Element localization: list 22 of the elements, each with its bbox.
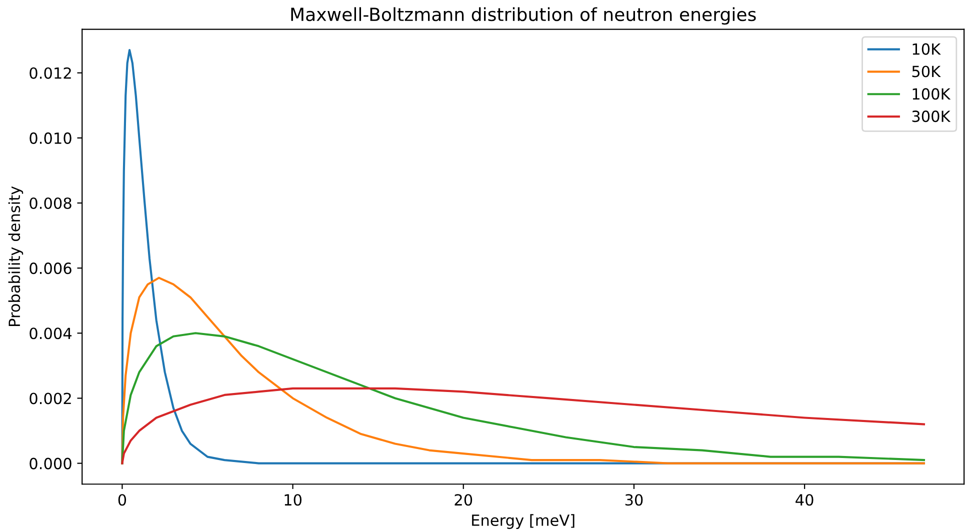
legend-label: 100K (912, 88, 951, 100)
line-series (121, 276, 926, 464)
y-tick-label: 0.004 (30, 328, 72, 340)
y-tick-label: 0.000 (30, 458, 72, 470)
legend-label: 10K (912, 43, 941, 55)
y-tick-label: 0.002 (30, 392, 71, 404)
y-tick-label: 0.008 (30, 197, 72, 210)
x-tick-label: 10 (284, 494, 302, 506)
legend-label: 300K (912, 110, 951, 122)
line-series (121, 387, 926, 464)
x-tick-label: 30 (625, 494, 643, 506)
y-axis-title: Probability density (8, 186, 24, 326)
line-series (121, 332, 926, 464)
x-tick-label: 40 (796, 494, 814, 506)
chart-title: Maxwell-Boltzmann distribution of neutron energies (291, 7, 756, 25)
x-axis-title: Energy [meV] (472, 514, 574, 529)
y-tick-label: 0.006 (30, 262, 72, 274)
y-tick-label: 0.010 (30, 132, 72, 144)
legend-label: 50K (912, 66, 941, 78)
y-tick-label: 0.012 (30, 67, 71, 79)
x-tick-label: 20 (454, 494, 472, 506)
x-tick-label: 0 (118, 494, 126, 506)
